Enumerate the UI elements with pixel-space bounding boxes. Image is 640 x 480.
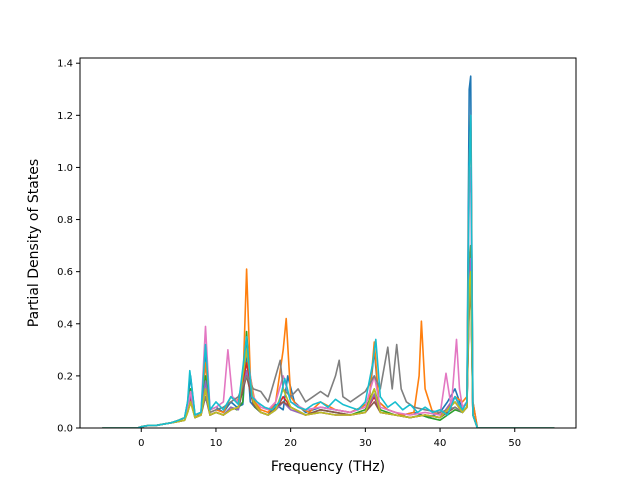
plot-frame [79,57,577,429]
x-tick-label: 10 [210,438,223,449]
y-tick-label: 0.6 [57,267,73,278]
x-tick-label: 40 [434,438,447,449]
y-tick-label: 0.4 [57,319,73,330]
series-line-10 [102,114,555,428]
series-line-9 [102,270,555,428]
y-axis-label: Partial Density of States [26,159,42,327]
series-layer [102,75,555,428]
x-tick-label: 30 [359,438,372,449]
y-tick-label: 0.0 [57,424,73,435]
y-tick-label: 1.0 [57,163,73,174]
x-axis-label: Frequency (THz) [271,459,385,475]
x-tick-label: 20 [284,438,297,449]
y-tick-label: 0.8 [57,215,73,226]
x-tick-label: 0 [138,438,144,449]
x-tick-label: 50 [508,438,521,449]
y-axis: 0.0 0.2 0.4 0.6 0.8 1.0 1.2 1.4 [57,59,80,435]
y-tick-label: 0.2 [57,371,73,382]
x-axis: 0 10 20 30 40 50 [138,428,521,449]
y-tick-label: 1.4 [57,59,73,70]
y-tick-label: 1.2 [57,111,73,122]
